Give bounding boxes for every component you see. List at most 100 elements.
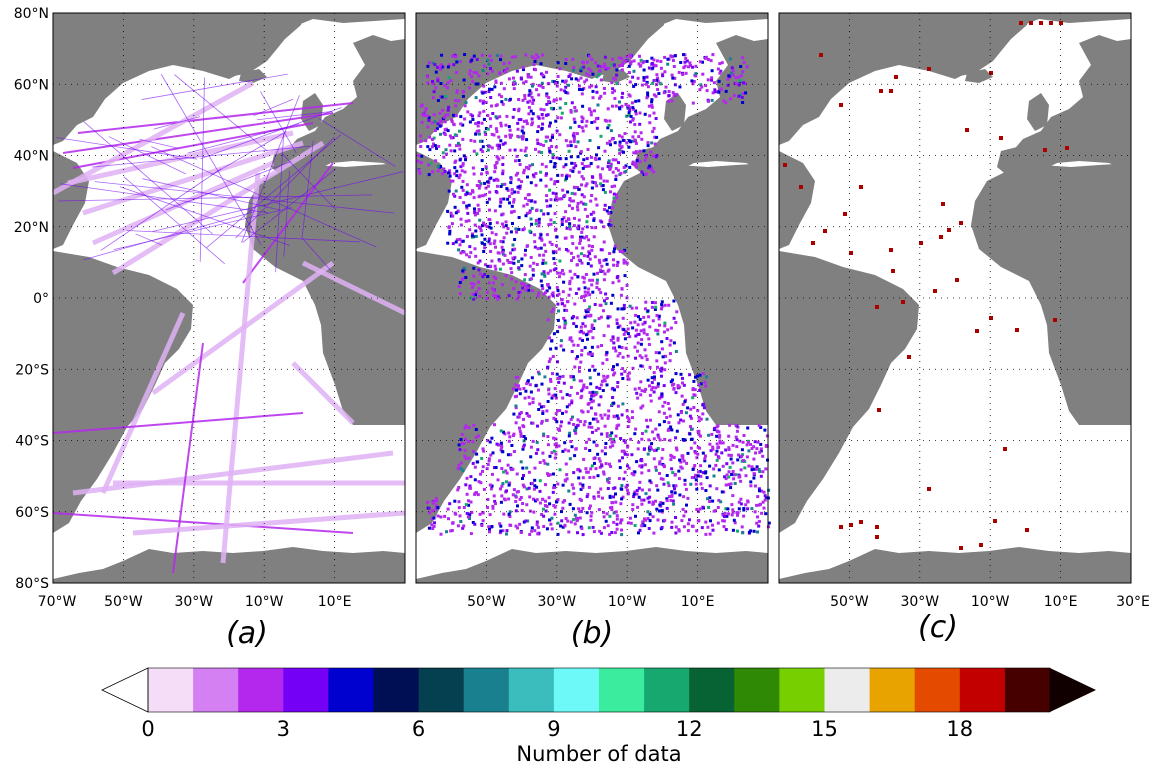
float-point — [628, 53, 632, 57]
float-point — [524, 196, 527, 200]
float-point — [647, 500, 651, 504]
float-point — [547, 360, 551, 364]
float-point — [665, 497, 669, 501]
float-point — [647, 469, 651, 473]
float-point — [572, 185, 576, 189]
float-point — [597, 457, 601, 461]
float-point — [554, 437, 558, 441]
float-point — [618, 100, 621, 104]
float-point — [587, 485, 591, 489]
float-point — [565, 248, 568, 251]
float-point — [593, 368, 597, 372]
float-point — [517, 294, 521, 298]
float-point — [528, 383, 532, 387]
longitude-tick-label: 10°W — [608, 594, 647, 610]
float-point — [589, 467, 593, 471]
float-point — [442, 155, 446, 159]
float-point — [637, 440, 641, 444]
float-point — [568, 227, 572, 231]
float-point — [493, 264, 497, 268]
float-point — [473, 478, 477, 482]
float-point — [589, 155, 593, 159]
float-point — [519, 76, 523, 80]
longitude-tick-label: 30°W — [900, 594, 939, 610]
float-point — [530, 123, 534, 127]
float-point — [491, 506, 495, 510]
float-point — [564, 462, 568, 466]
float-point — [529, 256, 533, 259]
float-point — [599, 291, 603, 295]
float-point — [603, 203, 607, 207]
float-point — [607, 223, 611, 226]
float-point — [615, 264, 619, 267]
float-point — [656, 433, 660, 437]
float-point — [474, 132, 478, 136]
float-point — [590, 194, 594, 197]
float-point — [550, 339, 554, 343]
float-point — [499, 139, 503, 143]
float-point — [511, 243, 515, 247]
float-point — [480, 172, 483, 176]
float-point — [430, 517, 434, 521]
float-point — [529, 109, 533, 113]
float-point — [595, 391, 599, 395]
station-point — [839, 525, 843, 529]
float-point — [739, 468, 743, 472]
float-point — [461, 94, 465, 98]
float-point — [436, 164, 440, 168]
float-point — [639, 406, 643, 410]
float-point — [657, 317, 661, 321]
float-point — [570, 399, 574, 403]
float-point — [443, 170, 447, 173]
float-point — [681, 381, 684, 385]
float-point — [715, 449, 719, 453]
float-point — [487, 459, 491, 463]
float-point — [623, 370, 627, 373]
float-point — [646, 452, 650, 456]
float-point — [542, 459, 546, 463]
float-point — [678, 85, 682, 89]
float-point — [638, 122, 642, 126]
float-point — [445, 127, 448, 131]
float-point — [417, 169, 421, 172]
float-point — [642, 498, 646, 502]
float-point — [632, 107, 636, 111]
float-point — [605, 262, 609, 266]
float-point — [649, 166, 653, 170]
float-point — [462, 506, 466, 509]
float-point — [535, 138, 539, 142]
float-point — [583, 294, 587, 298]
float-point — [554, 195, 558, 199]
float-point — [653, 142, 657, 146]
float-point — [694, 482, 698, 486]
float-point — [599, 94, 603, 98]
float-point — [631, 135, 635, 139]
float-point — [603, 55, 607, 59]
float-point — [550, 451, 554, 455]
float-point — [512, 387, 515, 391]
float-point — [635, 391, 639, 395]
float-point — [484, 100, 488, 104]
float-point — [608, 495, 612, 499]
ship-track — [301, 140, 314, 239]
float-point — [534, 219, 538, 222]
float-point — [713, 88, 717, 92]
float-point — [522, 417, 525, 421]
float-point — [604, 353, 608, 357]
float-point — [561, 506, 565, 510]
float-point — [752, 472, 756, 476]
float-point — [426, 64, 430, 68]
float-point — [479, 472, 483, 476]
float-point — [600, 416, 604, 420]
float-point — [743, 81, 747, 85]
float-point — [583, 80, 587, 84]
float-point — [467, 203, 471, 207]
float-point — [635, 492, 639, 496]
float-point — [582, 158, 586, 162]
ship-track — [123, 176, 226, 265]
float-point — [547, 96, 551, 100]
float-point — [616, 168, 620, 172]
float-point — [618, 134, 621, 138]
float-point — [646, 425, 650, 429]
station-point — [1019, 21, 1023, 25]
